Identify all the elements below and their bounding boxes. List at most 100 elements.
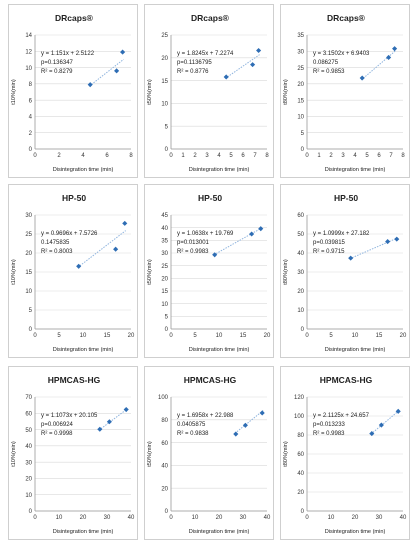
chart-title: HPMCAS-HG — [184, 375, 237, 385]
x-tick-label: 0 — [169, 333, 173, 339]
data-point — [359, 75, 365, 81]
y-tick-label: 5 — [301, 131, 305, 137]
trendline — [234, 410, 264, 434]
x-tick-label: 20 — [264, 333, 271, 339]
y-axis-label: t80%(min) — [283, 441, 289, 467]
chart-title: HPMCAS-HG — [320, 375, 373, 385]
chart-panel: DRcaps® 0 5 10 15 20 25 0 1 2 3 4 5 6 7 8 Disintegration… — [144, 4, 274, 178]
regression-annotation: p=0.006924 — [41, 422, 74, 428]
y-tick-label: 10 — [25, 289, 32, 295]
x-tick-label: 5 — [365, 153, 369, 159]
y-tick-label: 10 — [297, 115, 304, 121]
x-tick-label: 2 — [193, 153, 197, 159]
x-tick-label: 20 — [80, 515, 87, 521]
data-point — [392, 46, 398, 52]
y-axis-label: t50%(min) — [147, 441, 153, 467]
y-tick-label: 25 — [161, 33, 168, 39]
x-tick-label: 0 — [305, 333, 309, 339]
x-tick-label: 1 — [317, 153, 321, 159]
data-point — [369, 431, 375, 437]
y-tick-label: 20 — [161, 486, 168, 492]
y-tick-label: 0 — [301, 327, 305, 333]
data-point — [87, 82, 93, 88]
y-axis-label: t10%(min) — [11, 79, 17, 105]
y-axis-label: t10%(min) — [11, 441, 17, 467]
y-axis-label: t50%(min) — [147, 79, 153, 105]
x-tick-label: 0 — [169, 153, 173, 159]
data-point — [76, 263, 82, 269]
x-axis-label: Disintegration time (min) — [53, 347, 114, 353]
regression-annotation: R² = 0.9983 — [177, 249, 209, 255]
chart-title: HP-50 — [198, 193, 222, 203]
data-point — [122, 220, 128, 226]
y-axis-label: t80%(min) — [283, 79, 289, 105]
x-tick-label: 10 — [192, 515, 199, 521]
chart-svg: DRcaps® 0 2 4 6 8 10 12 14 0 2 4 6 8 Disintegration ti… — [11, 13, 133, 173]
x-tick-label: 3 — [341, 153, 345, 159]
trendline — [224, 54, 260, 79]
y-tick-label: 40 — [161, 226, 168, 232]
x-axis-label: Disintegration time (min) — [189, 347, 250, 353]
chart-svg: HP-50 0 5 10 15 20 25 30 0 5 10 15 20 Disintegration … — [11, 193, 135, 353]
y-tick-label: 10 — [161, 302, 168, 308]
y-tick-label: 40 — [297, 251, 304, 257]
y-tick-label: 30 — [297, 49, 304, 55]
y-tick-label: 30 — [297, 270, 304, 276]
y-tick-label: 12 — [25, 49, 32, 55]
data-point — [385, 239, 391, 245]
chart-svg: DRcaps® 0 5 10 15 20 25 30 35 0 1 2 3 4 5 6 7 8 Disintegra… — [283, 13, 405, 173]
data-point — [113, 246, 119, 252]
y-tick-label: 10 — [161, 102, 168, 108]
chart-panel: HP-50 0 5 10 15 20 25 30 0 5 10 15 20 Disintegration … — [8, 184, 138, 358]
x-tick-label: 40 — [400, 515, 407, 521]
x-axis-label: Disintegration time (min) — [53, 167, 114, 173]
chart-svg: HPMCAS-HG 0 10 20 30 40 50 60 70 0 10 20 30 40 Disinte… — [11, 375, 135, 535]
y-tick-label: 5 — [165, 315, 169, 321]
x-tick-label: 20 — [352, 515, 359, 521]
regression-annotation: R² = 0.9838 — [177, 431, 209, 437]
trendline — [77, 230, 127, 268]
x-tick-label: 5 — [57, 333, 61, 339]
x-tick-label: 0 — [33, 153, 37, 159]
regression-annotation: p=0.013233 — [313, 422, 346, 428]
x-tick-label: 20 — [216, 515, 223, 521]
regression-annotation: R² = 0.8279 — [41, 69, 73, 75]
y-tick-label: 35 — [297, 33, 304, 39]
y-tick-label: 30 — [161, 251, 168, 257]
x-tick-label: 8 — [265, 153, 269, 159]
x-tick-label: 15 — [104, 333, 111, 339]
y-tick-label: 0 — [29, 509, 33, 515]
data-point — [114, 68, 120, 74]
data-point — [123, 406, 129, 413]
x-tick-label: 6 — [377, 153, 381, 159]
x-tick-label: 10 — [352, 333, 359, 339]
x-axis-label: Disintegration time (min) — [325, 347, 386, 353]
y-tick-label: 2 — [29, 131, 33, 137]
chart-svg: DRcaps® 0 5 10 15 20 25 0 1 2 3 4 5 6 7 8 Disintegration… — [147, 13, 269, 173]
y-axis-label: t80%(min) — [283, 259, 289, 285]
x-tick-label: 10 — [56, 515, 63, 521]
y-tick-label: 60 — [161, 441, 168, 447]
x-tick-label: 10 — [328, 515, 335, 521]
x-tick-label: 8 — [129, 153, 133, 159]
chart-svg: HPMCAS-HG 0 20 40 60 80 100 0 10 20 30 40 Disintegra… — [147, 375, 271, 535]
chart-title: DRcaps® — [191, 13, 230, 23]
data-point — [256, 47, 262, 54]
y-tick-label: 10 — [25, 493, 32, 499]
y-tick-label: 20 — [297, 82, 304, 88]
regression-annotation: R² = 0.9853 — [313, 69, 345, 75]
y-tick-label: 20 — [25, 477, 32, 483]
y-tick-label: 25 — [25, 232, 32, 238]
data-point — [394, 236, 400, 242]
y-tick-label: 60 — [297, 213, 304, 219]
data-point — [348, 255, 354, 261]
x-tick-label: 4 — [217, 153, 221, 159]
y-tick-label: 15 — [161, 289, 168, 295]
regression-annotation: p=0.136347 — [41, 60, 74, 66]
x-tick-label: 15 — [376, 333, 383, 339]
x-tick-label: 30 — [104, 515, 111, 521]
x-tick-label: 0 — [33, 333, 37, 339]
chart-panel: HPMCAS-HG 0 10 20 30 40 50 60 70 0 10 20 30 40 Disinte… — [8, 366, 138, 540]
x-tick-label: 7 — [389, 153, 393, 159]
y-tick-label: 0 — [29, 327, 33, 333]
